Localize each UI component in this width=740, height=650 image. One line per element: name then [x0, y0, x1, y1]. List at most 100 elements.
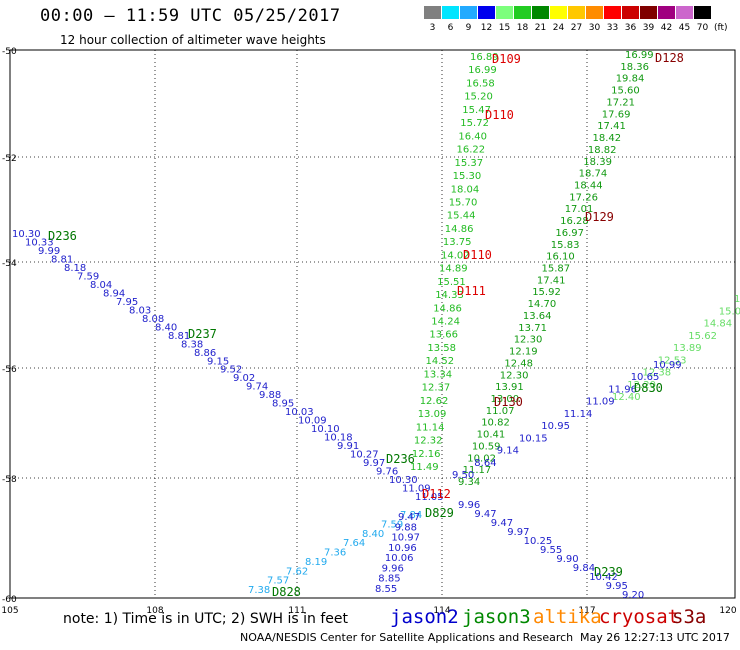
track-label: D129	[585, 210, 614, 224]
swh-value: 18.74	[579, 169, 608, 180]
legend-swatch	[478, 6, 495, 19]
swh-value: 18.82	[588, 145, 617, 156]
swh-value: 10.99	[653, 360, 682, 371]
swh-value: 9.90	[556, 554, 578, 565]
legend-swatch	[568, 6, 585, 19]
swh-value: 10.96	[388, 543, 417, 554]
swh-value: 12.37	[422, 383, 451, 394]
map-frame	[9, 49, 736, 599]
swh-value: 9.74	[246, 382, 268, 393]
swh-value: 9.47	[491, 518, 513, 529]
swh-value: 9.95	[606, 581, 628, 592]
swh-value: 8.08	[142, 314, 164, 325]
swh-value: 10.97	[391, 533, 420, 544]
satellite-name: s3a	[672, 606, 707, 628]
swh-value: 9.20	[622, 590, 644, 601]
map-subtitle: 12 hour collection of altimeter wave hei…	[60, 33, 326, 47]
swh-value: 10.27	[350, 450, 379, 461]
swh-value: 17.69	[602, 109, 631, 120]
legend-swatch	[532, 6, 549, 19]
swh-value: 7.62	[286, 566, 308, 577]
swh-value: 10.33	[25, 238, 54, 249]
lon-label: 120	[719, 606, 736, 616]
swh-value: 10.06	[385, 553, 414, 564]
satellite-name: cryosat	[599, 606, 680, 628]
swh-value: 16.28	[560, 216, 589, 227]
swh-value: 11.14	[564, 409, 593, 420]
lat-label: -58	[2, 475, 17, 485]
swh-value: 10.82	[481, 418, 510, 429]
swh-value: 18.36	[620, 62, 649, 73]
legend-swatch	[442, 6, 459, 19]
track-label: D110	[485, 108, 514, 122]
swh-value: 15.47	[462, 105, 491, 116]
legend-label: 27	[570, 23, 583, 33]
swh-value: 9.34	[458, 477, 480, 488]
swh-value: 15.03	[719, 306, 740, 317]
swh-value: 9.52	[220, 365, 242, 376]
swh-value: 10.59	[472, 441, 501, 452]
swh-value: 12.30	[500, 370, 529, 381]
swh-value: 11.96	[608, 384, 637, 395]
lat-label: -54	[2, 259, 17, 269]
swh-value: 12.48	[504, 358, 533, 369]
swh-value: 15.2	[734, 294, 740, 305]
swh-value: 16.89	[470, 52, 499, 63]
swh-value: 18.44	[574, 181, 603, 192]
legend-swatch	[658, 6, 675, 19]
track-label: D130	[494, 395, 523, 409]
legend-swatch	[694, 6, 711, 19]
track-label: D236	[386, 452, 415, 466]
lon-label: 117	[578, 606, 595, 616]
swh-value: 14.24	[431, 317, 460, 328]
swh-value: 10.42	[589, 572, 618, 583]
swh-value: 16.99	[625, 50, 654, 61]
legend-label: 24	[552, 23, 565, 33]
swh-value: 12.20	[627, 380, 656, 391]
swh-value: 8.40	[155, 322, 177, 333]
swh-value: 7.36	[324, 548, 346, 559]
swh-value: 9.55	[540, 545, 562, 556]
legend-label: 12	[480, 23, 493, 33]
swh-value: 14.33	[435, 290, 464, 301]
lon-label: 111	[288, 606, 305, 616]
lon-label: 108	[146, 606, 163, 616]
legend-label: 9	[465, 23, 472, 33]
swh-value: 17.41	[537, 275, 566, 286]
swh-value: 15.44	[447, 211, 476, 222]
lat-label: -60	[2, 595, 17, 605]
track-label: D828	[272, 585, 301, 599]
swh-value: 16.97	[555, 228, 584, 239]
legend-swatch	[460, 6, 477, 19]
swh-value: 10.30	[389, 475, 418, 486]
lon-label: 105	[1, 606, 18, 616]
swh-value: 9.97	[363, 458, 385, 469]
swh-value: 14.84	[704, 319, 733, 330]
swh-value: 8.19	[305, 557, 327, 568]
swh-value: 9.84	[573, 563, 595, 574]
swh-value: 15.62	[688, 331, 717, 342]
legend-label: 70	[696, 23, 709, 33]
legend-swatch	[622, 6, 639, 19]
swh-value: 9.96	[382, 563, 404, 574]
swh-value: 11.05	[415, 492, 444, 503]
legend-label: 36	[624, 23, 637, 33]
swh-value: 11.09	[586, 397, 615, 408]
footer-organization: NOAA/NESDIS Center for Satellite Applica…	[240, 631, 574, 644]
swh-value: 7.95	[116, 297, 138, 308]
swh-value: 9.15	[207, 356, 229, 367]
swh-value: 10.41	[477, 430, 506, 441]
track-label: D830	[634, 381, 663, 395]
legend-swatch	[604, 6, 621, 19]
swh-value: 7.59	[381, 519, 403, 530]
swh-value: 8.38	[181, 339, 203, 350]
swh-value: 9.96	[458, 500, 480, 511]
satellite-name: altika	[533, 606, 602, 628]
swh-value: 15.30	[453, 171, 482, 182]
swh-value: 7.64	[343, 538, 365, 549]
swh-value: 13.00	[491, 394, 520, 405]
swh-value: 17.21	[606, 97, 635, 108]
swh-value: 8.86	[194, 348, 216, 359]
swh-value: 13.58	[427, 343, 456, 354]
legend-label: 3	[429, 23, 436, 33]
